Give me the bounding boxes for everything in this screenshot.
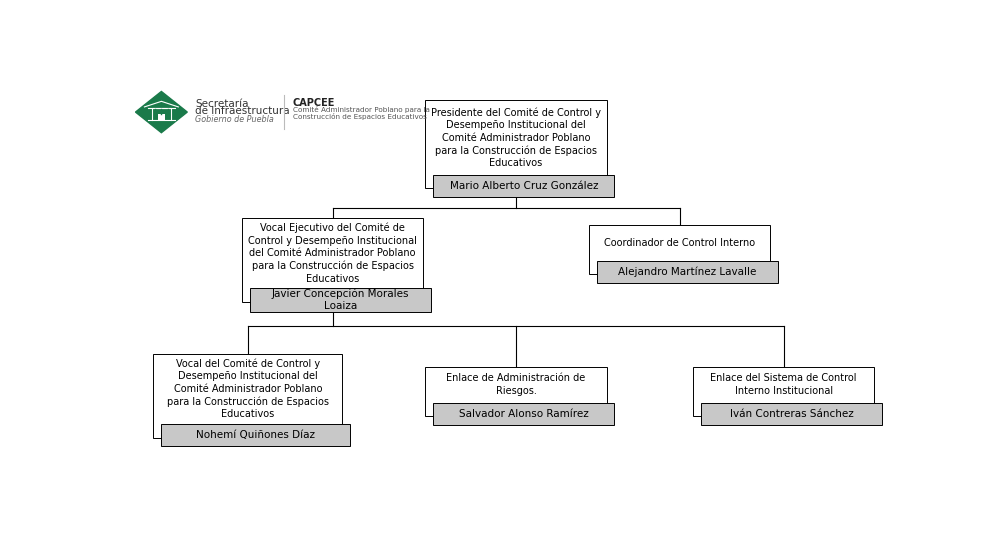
FancyBboxPatch shape [249,288,430,312]
FancyBboxPatch shape [432,175,614,198]
FancyBboxPatch shape [693,367,874,416]
Polygon shape [135,92,187,133]
Text: CAPCEE: CAPCEE [292,98,335,108]
Text: Nohemí Quiñones Díaz: Nohemí Quiñones Díaz [196,430,315,440]
Text: Secretaría: Secretaría [195,99,248,109]
Text: Enlace de Administración de
Riesgos.: Enlace de Administración de Riesgos. [446,373,585,396]
FancyBboxPatch shape [153,354,342,437]
Text: Enlace del Sistema de Control
Interno Institucional: Enlace del Sistema de Control Interno In… [710,373,856,396]
Text: Iván Contreras Sánchez: Iván Contreras Sánchez [729,409,853,419]
Text: de Infraestructura: de Infraestructura [195,106,289,116]
FancyBboxPatch shape [242,218,422,302]
FancyBboxPatch shape [425,100,606,189]
Text: Javier Concepción Morales
Loaiza: Javier Concepción Morales Loaiza [271,289,409,311]
FancyBboxPatch shape [596,261,777,283]
Text: Comité Administrador Poblano para la: Comité Administrador Poblano para la [292,107,429,113]
FancyBboxPatch shape [161,424,350,446]
Text: Alejandro Martínez Lavalle: Alejandro Martínez Lavalle [617,267,755,277]
FancyBboxPatch shape [700,403,881,425]
Text: Coordinador de Control Interno: Coordinador de Control Interno [603,238,754,248]
Text: Vocal Ejecutivo del Comité de
Control y Desempeño Institucional
del Comité Admin: Vocal Ejecutivo del Comité de Control y … [248,223,416,283]
Text: Vocal del Comité de Control y
Desempeño Institucional del
Comité Administrador P: Vocal del Comité de Control y Desempeño … [167,359,328,419]
Text: Presidente del Comité de Control y
Desempeño Institucional del
Comité Administra: Presidente del Comité de Control y Desem… [430,107,600,168]
FancyBboxPatch shape [588,225,769,275]
Text: Gobierno de Puebla: Gobierno de Puebla [195,116,273,124]
FancyBboxPatch shape [425,367,606,416]
Text: Mario Alberto Cruz González: Mario Alberto Cruz González [449,181,597,191]
FancyBboxPatch shape [157,114,165,120]
Text: Salvador Alonso Ramírez: Salvador Alonso Ramírez [458,409,588,419]
FancyBboxPatch shape [432,403,614,425]
Text: Construcción de Espacios Educativos: Construcción de Espacios Educativos [292,113,426,120]
